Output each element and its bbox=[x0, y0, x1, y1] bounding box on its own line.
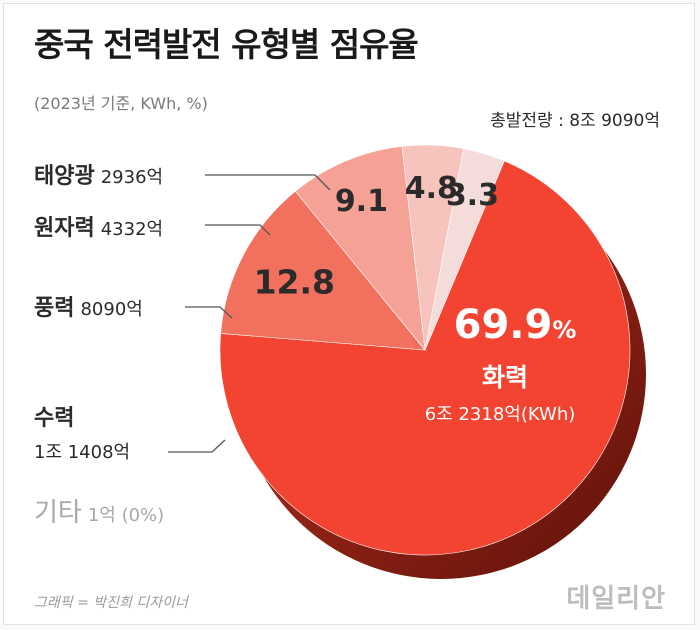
label-wind: 풍력 8090억 bbox=[34, 290, 143, 322]
graphic-credit: 그래픽 = 박진희 디자이너 bbox=[34, 595, 188, 611]
value-label-nuclear: 4.8 bbox=[405, 171, 458, 206]
label-nuclear-amount: 4332억 bbox=[100, 219, 164, 240]
thermal-amount: 6조 2318억(KWh) bbox=[425, 404, 576, 425]
label-hydro-name: 수력 bbox=[34, 406, 75, 431]
leader-line-wind bbox=[185, 306, 233, 319]
pie-slice-solar bbox=[424, 148, 505, 351]
publisher-logo: 데일리안 bbox=[566, 584, 666, 614]
value-label-solar: 3.3 bbox=[446, 178, 499, 213]
label-other-name: 기타 bbox=[34, 498, 82, 528]
value-label-thermal: 69.9% bbox=[454, 302, 577, 348]
label-solar: 태양광 2936억 bbox=[34, 158, 163, 190]
value-label-hydro: 12.8 bbox=[254, 262, 335, 301]
label-other: 기타 1억 (0%) bbox=[34, 492, 164, 529]
label-solar-name: 태양광 bbox=[34, 164, 95, 189]
leader-line-hydro bbox=[168, 439, 226, 453]
pie-slice-thermal bbox=[219, 160, 631, 556]
label-wind-name: 풍력 bbox=[34, 296, 75, 321]
label-other-amount: 1억 (0%) bbox=[87, 505, 165, 526]
chart-title: 중국 전력발전 유형별 점유율 bbox=[34, 25, 419, 64]
total-generation: 총발전량 : 8조 9090억 bbox=[490, 111, 660, 131]
label-hydro-amount: 1조 1408억 bbox=[34, 442, 131, 463]
label-solar-amount: 2936억 bbox=[100, 167, 164, 188]
leader-line-nuclear bbox=[205, 224, 271, 236]
thermal-name: 화력 bbox=[482, 363, 528, 392]
label-wind-amount: 8090억 bbox=[80, 299, 143, 320]
pie-slice-hydro bbox=[220, 190, 426, 351]
leader-line-solar bbox=[205, 174, 331, 191]
pie-slice-wind bbox=[294, 145, 426, 351]
label-nuclear-name: 원자력 bbox=[34, 216, 95, 241]
label-nuclear: 원자력 4332억 bbox=[34, 210, 163, 242]
chart-subtitle: (2023년 기준, KWh, %) bbox=[34, 94, 208, 113]
label-hydro: 수력 1조 1408억 bbox=[34, 400, 130, 464]
value-label-wind: 9.1 bbox=[335, 184, 388, 219]
value-label-thermal-unit: % bbox=[552, 316, 576, 344]
